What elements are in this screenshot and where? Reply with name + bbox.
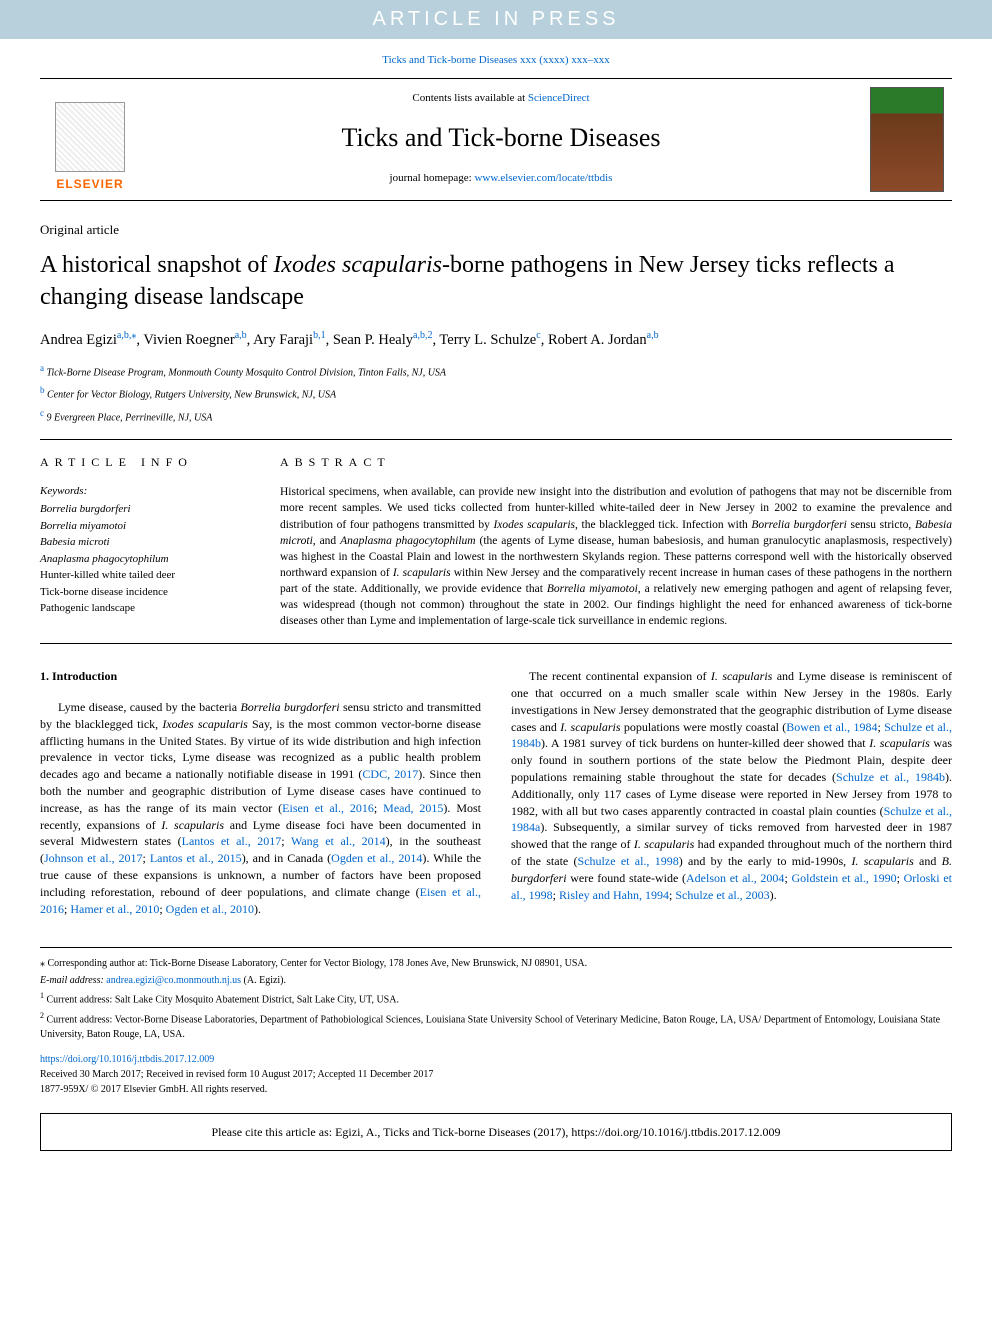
abstract-text: Historical specimens, when available, ca… <box>280 484 952 629</box>
journal-cover-image <box>870 87 944 192</box>
contents-prefix: Contents lists available at <box>412 92 527 104</box>
article-in-press-banner: ARTICLE IN PRESS <box>0 0 992 39</box>
authors: Andrea Egizia,b,⁎, Vivien Roegnera,b, Ar… <box>40 329 952 350</box>
article-info-heading: ARTICLE INFO <box>40 454 250 470</box>
keywords-label: Keywords: <box>40 484 250 499</box>
keyword: Tick-borne disease incidence <box>40 584 250 601</box>
doi-block: https://doi.org/10.1016/j.ttbdis.2017.12… <box>40 1052 952 1097</box>
intro-para-1: Lyme disease, caused by the bacteria Bor… <box>40 699 481 917</box>
footnotes: ⁎ Corresponding author at: Tick-Borne Di… <box>40 947 952 1042</box>
journal-header: ELSEVIER Contents lists available at Sci… <box>40 78 952 201</box>
email-label: E-mail address: <box>40 975 106 986</box>
elsevier-tree-icon <box>55 102 125 172</box>
journal-title: Ticks and Tick-borne Diseases <box>140 120 862 155</box>
elsevier-text: ELSEVIER <box>56 176 123 192</box>
separator <box>40 643 952 644</box>
affiliation: b Center for Vector Biology, Rutgers Uni… <box>40 384 952 402</box>
title-italic: Ixodes scapularis <box>273 252 442 278</box>
received-dates: Received 30 March 2017; Received in revi… <box>40 1067 952 1082</box>
main-text: 1. Introduction Lyme disease, caused by … <box>40 668 952 917</box>
footnote-2-text: Current address: Vector-Borne Disease La… <box>40 1014 940 1040</box>
affiliations-block: a Tick-Borne Disease Program, Monmouth C… <box>40 362 952 425</box>
issn-copyright: 1877-959X/ © 2017 Elsevier GmbH. All rig… <box>40 1082 952 1097</box>
keyword: Anaplasma phagocytophilum <box>40 551 250 568</box>
citation-top-link[interactable]: Ticks and Tick-borne Diseases xxx (xxxx)… <box>382 54 610 66</box>
sciencedirect-link[interactable]: ScienceDirect <box>528 92 590 104</box>
keyword: Borrelia burgdorferi <box>40 501 250 518</box>
homepage-line: journal homepage: www.elsevier.com/locat… <box>140 171 862 186</box>
keyword: Pathogenic landscape <box>40 600 250 617</box>
keyword: Borrelia miyamotoi <box>40 518 250 535</box>
abstract: ABSTRACT Historical specimens, when avai… <box>280 454 952 629</box>
keyword: Hunter-killed white tailed deer <box>40 567 250 584</box>
keyword: Babesia microti <box>40 534 250 551</box>
article-type: Original article <box>40 221 952 239</box>
elsevier-logo[interactable]: ELSEVIER <box>40 79 140 200</box>
homepage-prefix: journal homepage: <box>390 172 475 184</box>
citation-top: Ticks and Tick-borne Diseases xxx (xxxx)… <box>0 39 992 78</box>
affiliation: c 9 Evergreen Place, Perrineville, NJ, U… <box>40 407 952 425</box>
separator <box>40 439 952 440</box>
doi-link[interactable]: https://doi.org/10.1016/j.ttbdis.2017.12… <box>40 1054 214 1065</box>
abstract-heading: ABSTRACT <box>280 454 952 470</box>
footnote-1: 1 Current address: Salt Lake City Mosqui… <box>40 990 952 1007</box>
email-link[interactable]: andrea.egizi@co.monmouth.nj.us <box>106 975 241 986</box>
homepage-link[interactable]: www.elsevier.com/locate/ttbdis <box>474 172 612 184</box>
intro-heading: 1. Introduction <box>40 668 481 685</box>
article-info: ARTICLE INFO Keywords: Borrelia burgdorf… <box>40 454 250 629</box>
email-line: E-mail address: andrea.egizi@co.monmouth… <box>40 973 952 988</box>
title-pre: A historical snapshot of <box>40 252 273 278</box>
contents-line: Contents lists available at ScienceDirec… <box>140 91 862 106</box>
footnote-2: 2 Current address: Vector-Borne Disease … <box>40 1010 952 1042</box>
affiliation: a Tick-Borne Disease Program, Monmouth C… <box>40 362 952 380</box>
intro-para-2: The recent continental expansion of I. s… <box>511 668 952 903</box>
email-paren: (A. Egizi). <box>241 975 286 986</box>
footnote-1-text: Current address: Salt Lake City Mosquito… <box>47 995 399 1006</box>
corresponding-author: ⁎ Corresponding author at: Tick-Borne Di… <box>40 956 952 971</box>
keywords-list: Borrelia burgdorferiBorrelia miyamotoiBa… <box>40 501 250 617</box>
cite-box: Please cite this article as: Egizi, A., … <box>40 1113 952 1151</box>
journal-cover[interactable] <box>862 79 952 200</box>
journal-header-center: Contents lists available at ScienceDirec… <box>140 79 862 200</box>
article-title: A historical snapshot of Ixodes scapular… <box>40 250 952 312</box>
